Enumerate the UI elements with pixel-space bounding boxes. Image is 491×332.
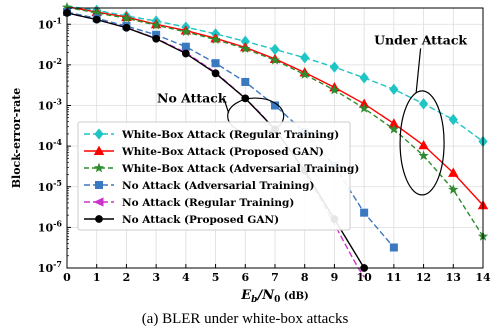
- data-point: [299, 69, 310, 79]
- data-point: [122, 23, 131, 32]
- x-tick-label: 4: [182, 271, 190, 284]
- x-tick-label: 2: [123, 271, 131, 284]
- legend-entry: No Attack (Regular Training): [84, 197, 294, 209]
- legend-label: White-Box Attack (Regular Training): [121, 129, 339, 141]
- x-tick-label: 14: [475, 271, 491, 284]
- data-point: [152, 34, 161, 43]
- data-point: [329, 61, 340, 73]
- data-point: [180, 26, 191, 37]
- data-point: [359, 72, 369, 84]
- data-point: [211, 69, 220, 78]
- legend-swatch-marker: [94, 128, 104, 140]
- legend-entry: No Attack (Adversarial Training): [84, 180, 314, 192]
- under-attack-pointer: [415, 48, 422, 93]
- data-point: [389, 83, 399, 96]
- data-point: [389, 243, 398, 252]
- y-tick-label: 10-4: [38, 137, 63, 153]
- y-tick-label: 10-3: [38, 97, 63, 113]
- under-attack-ellipse: [399, 90, 445, 196]
- figure-caption: (a) BLER under white-box attacks: [142, 311, 349, 327]
- x-tick-label: 12: [416, 271, 431, 284]
- legend-label: White-Box Attack (Proposed GAN): [121, 146, 324, 158]
- series-line: [66, 6, 484, 237]
- data-point: [241, 77, 250, 86]
- legend-swatch-marker: [93, 162, 105, 173]
- data-point: [270, 43, 280, 56]
- data-point: [448, 167, 459, 177]
- x-tick-label: 3: [152, 271, 160, 284]
- x-tick-label: 5: [212, 271, 220, 284]
- x-tick-label: 9: [331, 271, 339, 284]
- legend: White-Box Attack (Regular Training) White…: [77, 121, 359, 231]
- data-point: [240, 43, 251, 54]
- data-point: [300, 52, 310, 64]
- x-tick-label: 6: [241, 271, 249, 284]
- data-point: [211, 59, 220, 68]
- data-point: [210, 34, 221, 44]
- legend-entry: White-Box Attack (Regular Training): [84, 128, 339, 141]
- y-tick-label: 10-2: [38, 56, 62, 72]
- legend-swatch-marker: [95, 181, 104, 190]
- data-point: [418, 98, 429, 110]
- x-tick-label: 1: [93, 271, 101, 284]
- data-point: [448, 113, 458, 126]
- data-point: [269, 54, 281, 65]
- legend-label: No Attack (Adversarial Training): [122, 180, 314, 192]
- legend-label: No Attack (Proposed GAN): [122, 214, 279, 226]
- legend-entry: White-Box Attack (Proposed GAN): [84, 145, 324, 158]
- data-point: [388, 123, 399, 134]
- legend-entry: No Attack (Proposed GAN): [84, 214, 279, 226]
- data-point: [360, 208, 369, 217]
- data-point: [359, 103, 370, 113]
- data-point: [92, 15, 101, 24]
- x-tick-label: 0: [63, 271, 71, 284]
- data-point: [121, 12, 132, 23]
- data-point: [181, 49, 190, 58]
- data-point: [418, 139, 429, 150]
- data-point: [151, 19, 162, 30]
- data-point: [418, 150, 429, 161]
- x-axis-label: Eb/N0 (dB): [240, 288, 309, 305]
- data-point: [329, 84, 340, 95]
- annotation-layer: Under Attack No Attack: [157, 32, 467, 196]
- y-tick-label: 10-6: [38, 218, 63, 234]
- y-tick-label: 10-5: [38, 178, 62, 194]
- legend-label: No Attack (Regular Training): [122, 197, 294, 209]
- x-tick-label: 7: [271, 271, 279, 284]
- x-tick-label: 13: [446, 271, 461, 284]
- legend-swatch-marker: [95, 215, 103, 223]
- no-attack-label: No Attack: [157, 90, 227, 105]
- data-point: [181, 42, 190, 51]
- under-attack-label: Under Attack: [374, 32, 467, 47]
- x-tick-label: 8: [301, 271, 309, 284]
- data-point: [448, 184, 459, 194]
- legend-box: [77, 121, 351, 231]
- y-tick-label: 10-7: [38, 259, 62, 275]
- y-tick-label: 10-1: [38, 15, 62, 31]
- legend-entry: White-Box Attack (Adversarial Training): [84, 162, 359, 175]
- x-tick-label: 10: [356, 271, 372, 284]
- legend-label: White-Box Attack (Adversarial Training): [121, 163, 359, 175]
- x-tick-label: 11: [386, 271, 401, 284]
- series-3: [61, 2, 489, 241]
- y-axis-label: Block-error-rate: [10, 88, 23, 189]
- no-attack-pointer: [223, 98, 230, 114]
- legend-swatch-marker: [93, 197, 104, 207]
- legend-swatch-marker: [93, 145, 105, 155]
